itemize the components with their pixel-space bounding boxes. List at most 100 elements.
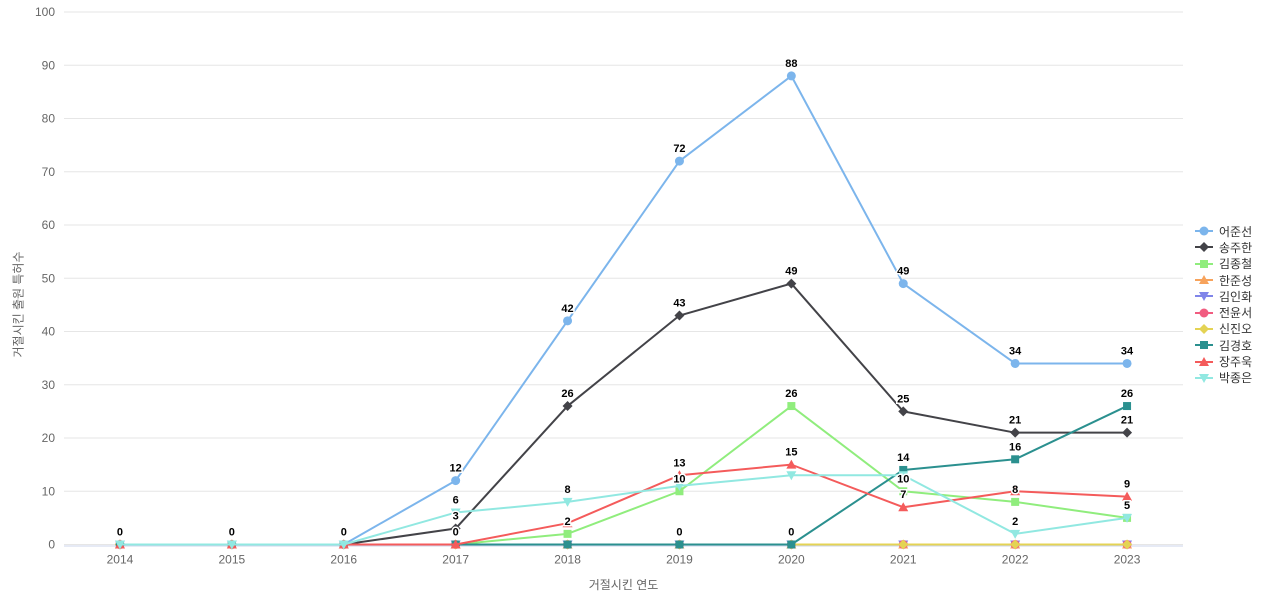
series-marker[interactable] bbox=[787, 540, 796, 549]
square-legend-icon bbox=[1195, 259, 1213, 268]
y-tick-label: 70 bbox=[42, 165, 56, 179]
legend-label: 송주한 bbox=[1219, 240, 1253, 255]
series-line-1 bbox=[119, 282, 1128, 546]
series-marker[interactable] bbox=[898, 279, 908, 289]
legend-item-1[interactable]: 송주한 bbox=[1194, 239, 1252, 255]
series-marker[interactable] bbox=[562, 401, 573, 412]
series-marker[interactable] bbox=[562, 518, 573, 528]
series-marker[interactable] bbox=[1010, 358, 1020, 368]
data-label: 10 bbox=[673, 473, 685, 485]
data-label: 0 bbox=[788, 527, 794, 539]
legend-item-0[interactable]: 어준선 bbox=[1194, 223, 1252, 239]
series-marker[interactable] bbox=[562, 497, 573, 507]
y-tick-label: 0 bbox=[48, 538, 55, 552]
series-marker[interactable] bbox=[563, 529, 572, 538]
series-marker[interactable] bbox=[898, 471, 909, 481]
legend-label: 한준성 bbox=[1219, 273, 1253, 288]
series-marker[interactable] bbox=[1122, 358, 1132, 368]
series-marker[interactable] bbox=[1122, 491, 1133, 501]
series-marker[interactable] bbox=[450, 523, 461, 534]
series-marker[interactable] bbox=[786, 459, 797, 469]
x-tick-label: 2022 bbox=[1002, 553, 1029, 567]
series-marker[interactable] bbox=[451, 476, 461, 486]
series-marker[interactable] bbox=[1122, 513, 1133, 523]
series-line-0 bbox=[119, 74, 1128, 546]
data-label: 5 bbox=[1124, 500, 1130, 512]
series-marker[interactable] bbox=[899, 487, 908, 496]
series-marker[interactable] bbox=[1011, 497, 1020, 506]
x-tick-label: 2021 bbox=[890, 553, 917, 567]
series-line-9 bbox=[119, 474, 1128, 546]
series-marker[interactable] bbox=[1010, 427, 1021, 438]
series-marker[interactable] bbox=[674, 156, 684, 166]
legend-item-9[interactable]: 박종은 bbox=[1194, 370, 1252, 386]
data-label: 0 bbox=[229, 527, 235, 539]
series-marker[interactable] bbox=[787, 402, 796, 411]
legend-item-5[interactable]: 전윤서 bbox=[1194, 304, 1252, 320]
series-line-8 bbox=[119, 463, 1128, 546]
data-label: 16 bbox=[1009, 441, 1021, 453]
data-label: 26 bbox=[1121, 388, 1133, 400]
legend-item-7[interactable]: 김경호 bbox=[1194, 337, 1252, 353]
y-tick-label: 100 bbox=[35, 5, 55, 19]
series-marker[interactable] bbox=[674, 310, 685, 321]
y-tick-label: 90 bbox=[42, 58, 56, 72]
legend-item-4[interactable]: 김인화 bbox=[1194, 288, 1252, 304]
series-marker[interactable] bbox=[786, 471, 797, 481]
series-marker[interactable] bbox=[563, 316, 573, 326]
series-marker[interactable] bbox=[898, 502, 909, 512]
series-marker[interactable] bbox=[786, 278, 797, 289]
y-axis-title: 거절시킨 출원 특허수 bbox=[11, 251, 26, 358]
series-marker[interactable] bbox=[675, 487, 684, 496]
series-marker[interactable] bbox=[786, 71, 796, 81]
x-tick-label: 2016 bbox=[330, 553, 357, 567]
series-marker[interactable] bbox=[674, 481, 685, 491]
data-label: 49 bbox=[897, 266, 909, 278]
legend-label: 신진오 bbox=[1219, 322, 1253, 337]
triangle-down-legend-icon bbox=[1195, 292, 1213, 302]
x-tick-label: 2017 bbox=[442, 553, 469, 567]
series-marker[interactable] bbox=[675, 540, 684, 549]
series-marker[interactable] bbox=[674, 470, 685, 480]
series-marker[interactable] bbox=[563, 540, 572, 549]
data-label: 6 bbox=[453, 495, 459, 507]
series-marker[interactable] bbox=[898, 539, 909, 550]
series-marker[interactable] bbox=[338, 540, 349, 550]
series-marker[interactable] bbox=[1010, 529, 1021, 539]
x-tick-label: 2023 bbox=[1114, 553, 1141, 567]
data-label: 15 bbox=[785, 447, 797, 459]
legend-item-6[interactable]: 신진오 bbox=[1194, 321, 1252, 337]
data-label: 12 bbox=[450, 463, 462, 475]
legend-label: 장주욱 bbox=[1219, 355, 1253, 370]
data-label: 3 bbox=[453, 511, 459, 523]
series-marker[interactable] bbox=[898, 406, 909, 417]
data-label: 13 bbox=[673, 457, 685, 469]
y-tick-label: 20 bbox=[42, 431, 56, 445]
series-marker[interactable] bbox=[1123, 402, 1132, 411]
legend-label: 김경호 bbox=[1219, 338, 1253, 353]
series-marker[interactable] bbox=[450, 508, 461, 518]
series-marker[interactable] bbox=[114, 540, 125, 550]
y-tick-label: 60 bbox=[42, 218, 56, 232]
series-marker[interactable] bbox=[1122, 427, 1133, 438]
legend-item-2[interactable]: 김종철 bbox=[1194, 256, 1252, 272]
series-marker[interactable] bbox=[450, 539, 461, 549]
y-tick-label: 10 bbox=[42, 484, 56, 498]
x-tick-label: 2015 bbox=[218, 553, 245, 567]
series-marker[interactable] bbox=[1010, 486, 1021, 496]
legend-item-3[interactable]: 한준성 bbox=[1194, 272, 1252, 288]
series-marker[interactable] bbox=[1010, 539, 1021, 550]
series-marker[interactable] bbox=[1122, 539, 1133, 550]
data-label: 8 bbox=[1012, 484, 1018, 496]
data-label: 72 bbox=[673, 143, 685, 155]
y-tick-label: 80 bbox=[42, 112, 56, 126]
data-label: 0 bbox=[453, 527, 459, 539]
series-marker[interactable] bbox=[1011, 455, 1020, 464]
data-label: 2 bbox=[564, 516, 570, 528]
y-tick-label: 50 bbox=[42, 271, 56, 285]
legend-item-8[interactable]: 장주욱 bbox=[1194, 353, 1252, 369]
legend-label: 어준선 bbox=[1219, 224, 1253, 239]
series-marker[interactable] bbox=[226, 540, 237, 550]
x-tick-label: 2020 bbox=[778, 553, 805, 567]
